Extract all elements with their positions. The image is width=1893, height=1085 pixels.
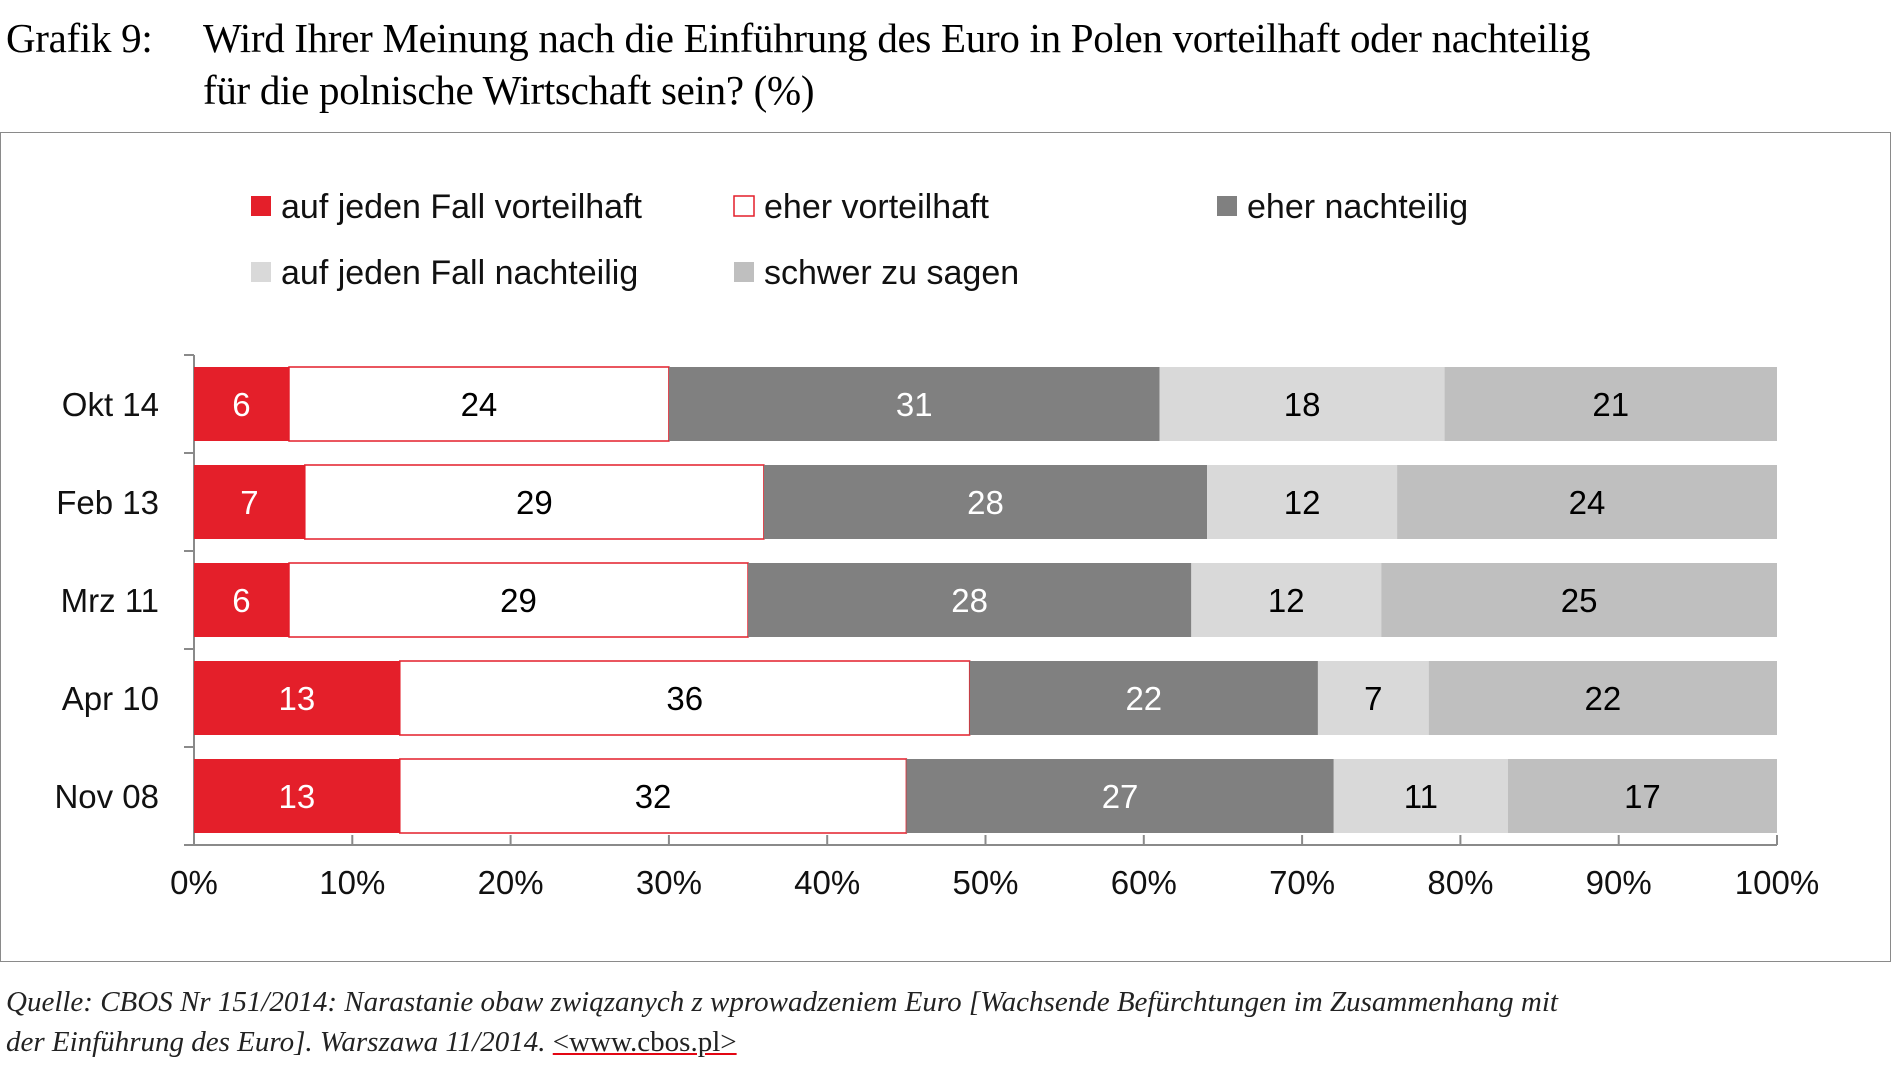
data-label: 21	[1592, 386, 1629, 423]
x-tick-label: 90%	[1586, 864, 1652, 901]
category-label: Mrz 11	[61, 582, 159, 619]
data-label: 22	[1125, 680, 1162, 717]
legend-swatch-auf-jeden-fall-nachteilig	[251, 262, 271, 282]
bar-segment-eher-nachteilig	[748, 563, 1192, 637]
data-label: 27	[1102, 778, 1139, 815]
data-label: 28	[967, 484, 1004, 521]
chart-frame: auf jeden Fall vorteilhaft eher vorteilha…	[0, 132, 1891, 962]
legend-swatch-auf-jeden-fall-vorteilhaft	[251, 196, 271, 216]
bar-segment-eher-vorteilhaft	[288, 562, 749, 638]
bar-segment-schwer-zu-sagen	[1428, 661, 1777, 735]
x-tick-label: 50%	[952, 864, 1018, 901]
source-line-2: der Einführung des Euro]. Warszawa 11/20…	[6, 1026, 553, 1058]
bar-segment-auf-jeden-fall-vorteilhaft	[194, 367, 289, 441]
legend-swatch-eher-vorteilhaft	[733, 195, 755, 217]
bar-segment-auf-jeden-fall-vorteilhaft	[194, 661, 400, 735]
bar-segment-auf-jeden-fall-nachteilig	[1317, 661, 1429, 735]
source-note: Quelle: CBOS Nr 151/2014: Narastanie oba…	[6, 982, 1886, 1062]
bar-segment-schwer-zu-sagen	[1397, 465, 1777, 539]
data-label: 28	[951, 582, 988, 619]
category-label: Apr 10	[62, 680, 159, 717]
bar-segment-auf-jeden-fall-vorteilhaft	[194, 563, 289, 637]
category-label: Okt 14	[62, 386, 159, 423]
figure-label: Grafik 9:	[6, 15, 153, 61]
legend-label-eher-nachteilig: eher nachteilig	[1247, 188, 1468, 226]
data-label: 11	[1404, 778, 1438, 815]
data-label: 7	[1364, 680, 1382, 717]
bar-segment-schwer-zu-sagen	[1507, 759, 1777, 833]
data-label: 6	[232, 582, 250, 619]
chart-title: Grafik 9: Wird Ihrer Meinung nach die Ein…	[6, 12, 1886, 116]
title-row-1: Grafik 9: Wird Ihrer Meinung nach die Ein…	[6, 12, 1886, 64]
data-label: 32	[635, 778, 672, 815]
bar-segment-schwer-zu-sagen	[1381, 563, 1777, 637]
data-label: 24	[1569, 484, 1606, 521]
bar-segment-eher-nachteilig	[906, 759, 1334, 833]
bar-segment-auf-jeden-fall-nachteilig	[1207, 465, 1398, 539]
legend-label-eher-vorteilhaft: eher vorteilhaft	[764, 188, 989, 226]
data-label: 29	[516, 484, 553, 521]
data-label: 17	[1624, 778, 1661, 815]
data-label: 12	[1268, 582, 1305, 619]
data-label: 12	[1284, 484, 1321, 521]
data-label: 25	[1561, 582, 1598, 619]
title-row-2: für die polnische Wirtschaft sein? (%)	[6, 64, 1886, 116]
x-tick-label: 70%	[1269, 864, 1335, 901]
x-tick-label: 20%	[478, 864, 544, 901]
legend-label-auf-jeden-fall-vorteilhaft: auf jeden Fall vorteilhaft	[281, 188, 643, 226]
bar-segment-auf-jeden-fall-vorteilhaft	[194, 759, 400, 833]
legend-label-schwer-zu-sagen: schwer zu sagen	[764, 254, 1019, 292]
x-tick-label: 30%	[636, 864, 702, 901]
x-tick-label: 0%	[170, 864, 218, 901]
legend-label-auf-jeden-fall-nachteilig: auf jeden Fall nachteilig	[281, 254, 638, 292]
category-label: Feb 13	[56, 484, 159, 521]
data-label: 6	[232, 386, 250, 423]
x-tick-label: 60%	[1111, 864, 1177, 901]
x-tick-label: 100%	[1735, 864, 1819, 901]
bar-segment-auf-jeden-fall-nachteilig	[1333, 759, 1508, 833]
legend-swatch-eher-nachteilig	[1217, 196, 1237, 216]
bar-segment-auf-jeden-fall-vorteilhaft	[194, 465, 305, 539]
legend-swatch-schwer-zu-sagen	[734, 262, 754, 282]
bar-segment-eher-nachteilig	[763, 465, 1208, 539]
stacked-bar-chart: auf jeden Fall vorteilhaft eher vorteilha…	[54, 188, 1819, 901]
title-text-line2: für die polnische Wirtschaft sein? (%)	[203, 67, 815, 113]
data-label: 13	[279, 778, 316, 815]
bar-segment-eher-vorteilhaft	[288, 366, 670, 442]
bar-segment-eher-vorteilhaft	[304, 464, 765, 540]
category-label: Nov 08	[54, 778, 159, 815]
data-label: 31	[896, 386, 933, 423]
bar-segment-eher-vorteilhaft	[399, 758, 908, 834]
bar-segment-eher-nachteilig	[969, 661, 1318, 735]
x-tick-label: 40%	[794, 864, 860, 901]
data-label: 29	[500, 582, 537, 619]
x-tick-label: 10%	[319, 864, 385, 901]
source-line-1: Quelle: CBOS Nr 151/2014: Narastanie oba…	[6, 986, 1558, 1018]
data-label: 24	[461, 386, 498, 423]
data-label: 36	[666, 680, 703, 717]
bar-segment-eher-nachteilig	[668, 367, 1160, 441]
x-tick-label: 80%	[1427, 864, 1493, 901]
data-label: 18	[1284, 386, 1321, 423]
bar-segment-auf-jeden-fall-nachteilig	[1159, 367, 1445, 441]
source-link[interactable]: <www.cbos.pl>	[552, 1026, 737, 1058]
data-label: 22	[1585, 680, 1622, 717]
bar-segment-schwer-zu-sagen	[1444, 367, 1777, 441]
bar-segment-auf-jeden-fall-nachteilig	[1191, 563, 1382, 637]
data-label: 7	[240, 484, 258, 521]
data-label: 13	[279, 680, 316, 717]
title-text-line1: Wird Ihrer Meinung nach die Einführung d…	[203, 15, 1591, 61]
